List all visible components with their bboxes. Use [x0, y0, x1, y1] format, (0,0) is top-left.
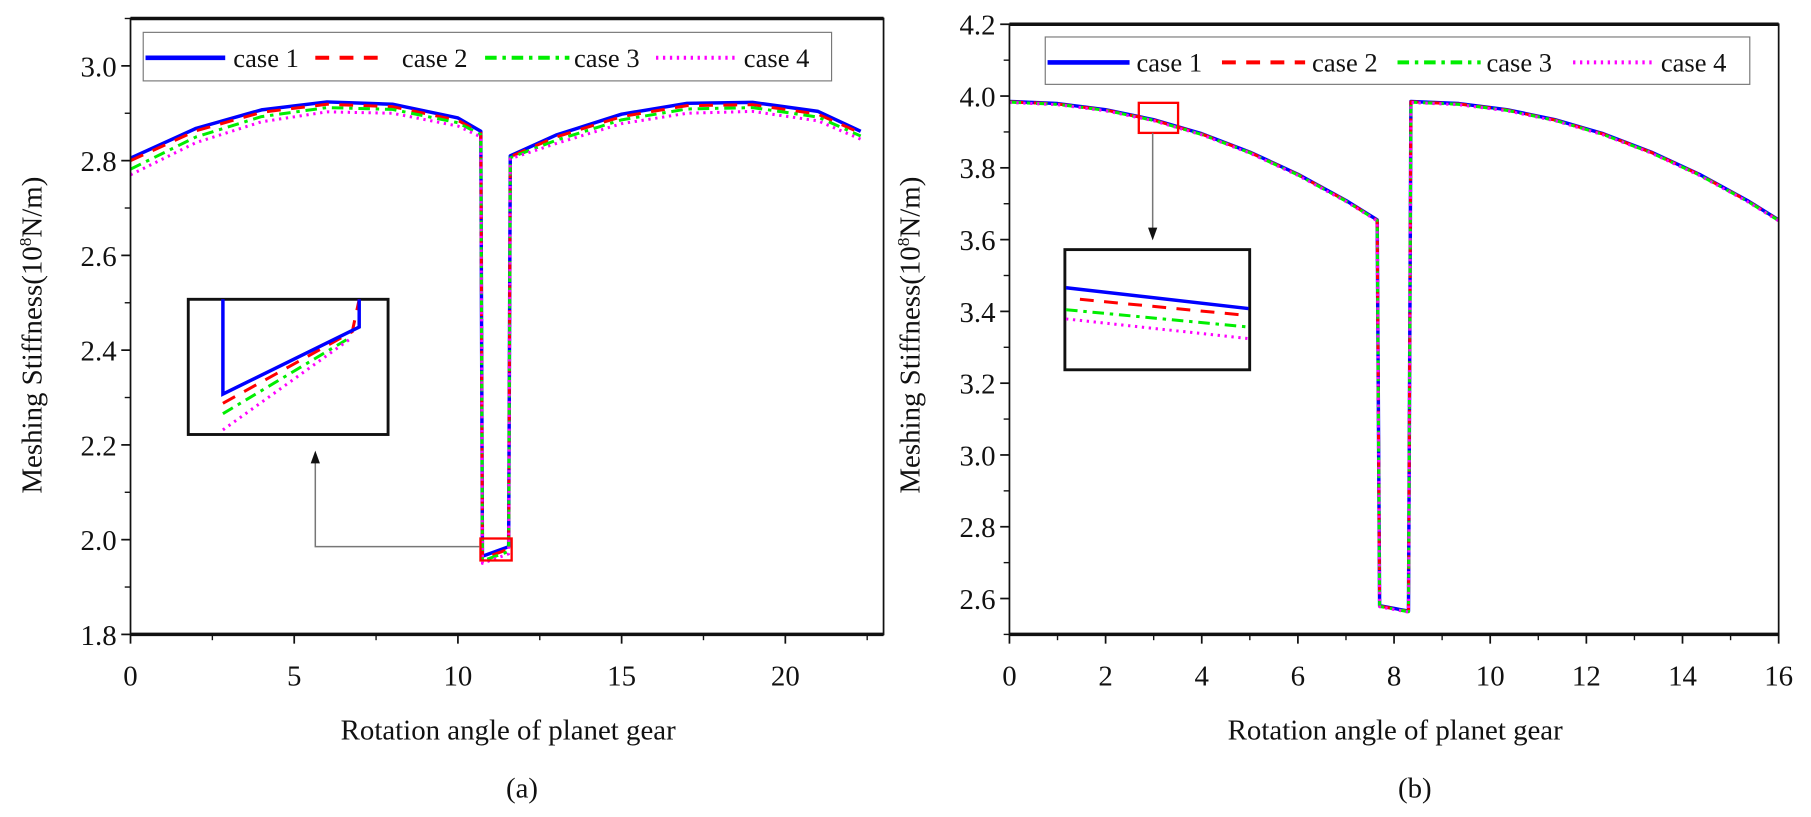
series-line-case-1 [130, 100, 862, 559]
y-axis-label-unit: N/m) [894, 177, 926, 238]
y-tick-label: 2.2 [81, 430, 117, 462]
y-tick-label: 3.6 [960, 225, 996, 257]
inset-line-case-4 [222, 336, 354, 432]
y-axis-label: Meshing Stiffness(108N/m) [894, 177, 926, 494]
x-tick-label: 14 [1668, 660, 1697, 692]
y-tick-label: 2.8 [81, 146, 117, 178]
zoom-inset-a [186, 297, 513, 562]
x-tick-label: 12 [1572, 660, 1601, 692]
y-axis-label-main: Meshing Stiffness(10 [17, 246, 49, 493]
inset-line-case-2 [1079, 297, 1248, 317]
series-line-case-4 [130, 109, 862, 565]
x-tick-label: 15 [607, 660, 636, 692]
y-tick-label: 2.6 [960, 584, 996, 616]
y-tick-label: 4.0 [960, 81, 996, 113]
legend: case 1 case 2 case 3 case 4 [142, 31, 833, 82]
x-tick-label: 10 [443, 660, 472, 692]
y-tick-label: 2.4 [81, 336, 117, 368]
legend-label-case-2: case 2 [1312, 48, 1378, 78]
legend-label-case-4: case 4 [1661, 48, 1727, 78]
x-tick-label: 8 [1387, 660, 1401, 692]
chart-panel-a: 0 5 10 15 20 1.8 2.0 2.2 2.4 2.6 2.8 3.0 Rotation an… [16, 16, 885, 804]
x-tick-label: 2 [1098, 660, 1112, 692]
x-tick-label: 16 [1764, 660, 1793, 692]
zoom-inset-b [1063, 101, 1252, 372]
y-axis-label-superscript: 8 [16, 238, 35, 247]
series-line-case-2 [130, 102, 862, 561]
x-axis-label: Rotation angle of planet gear [341, 715, 676, 747]
inset-line-case-3 [1065, 308, 1249, 329]
legend: case 1 case 2 case 3 case 4 [1044, 36, 1751, 85]
x-tick-label: 0 [1002, 660, 1016, 692]
y-tick-label: 3.0 [960, 440, 996, 472]
x-axis-label: Rotation angle of planet gear [1228, 715, 1563, 747]
inset-box [1063, 248, 1252, 372]
x-tick-label: 10 [1476, 660, 1505, 692]
legend-label-case-3: case 3 [1486, 48, 1552, 78]
inset-line-case-4 [1065, 317, 1249, 341]
panel-label: (a) [506, 772, 538, 804]
series-line-case-4 [1009, 100, 1779, 614]
y-tick-label: 3.4 [960, 297, 996, 329]
x-tick-label: 0 [123, 660, 137, 692]
y-axis-label-superscript: 8 [894, 238, 913, 247]
legend-label-case-4: case 4 [744, 43, 810, 73]
legend-label-case-2: case 2 [402, 43, 468, 73]
y-axis-label-main: Meshing Stiffness(10 [894, 246, 926, 493]
arrow-head-icon [1148, 227, 1158, 241]
y-tick-label: 3.2 [960, 369, 996, 401]
inset-line-case-1 [221, 299, 361, 397]
x-tick-label: 5 [287, 660, 301, 692]
y-tick-label: 2.6 [81, 241, 117, 273]
x-tick-label: 4 [1195, 660, 1209, 692]
y-axis-label-unit: N/m) [17, 177, 49, 238]
y-axis-label: Meshing Stiffness(108N/m) [16, 177, 48, 494]
inset-line-case-3 [222, 338, 348, 415]
y-tick-label: 4.2 [960, 10, 996, 42]
zoom-region-box [479, 537, 513, 562]
legend-label-case-1: case 1 [1136, 48, 1202, 78]
y-tick-label: 3.8 [960, 153, 996, 185]
y-tick-label: 3.0 [81, 51, 117, 83]
legend-label-case-1: case 1 [233, 43, 299, 73]
arrow-head-icon [310, 450, 320, 464]
x-tick-label: 20 [771, 660, 800, 692]
callout-arrow-line [314, 459, 480, 548]
x-tick-label: 6 [1291, 660, 1305, 692]
y-tick-label: 2.0 [81, 525, 117, 557]
y-tick-label: 1.8 [81, 620, 117, 652]
panel-label: (b) [1398, 772, 1432, 804]
chart-panel-b: 0 2 4 6 8 10 12 14 16 2.6 2.8 3.0 3.2 3.4 3.6 3.8 4.0 4.2… [894, 10, 1793, 805]
inset-line-case-1 [1065, 286, 1249, 311]
y-tick-label: 2.8 [960, 512, 996, 544]
series-line-case-3 [130, 106, 862, 563]
zoom-region-box [1137, 101, 1180, 135]
legend-label-case-3: case 3 [574, 43, 640, 73]
